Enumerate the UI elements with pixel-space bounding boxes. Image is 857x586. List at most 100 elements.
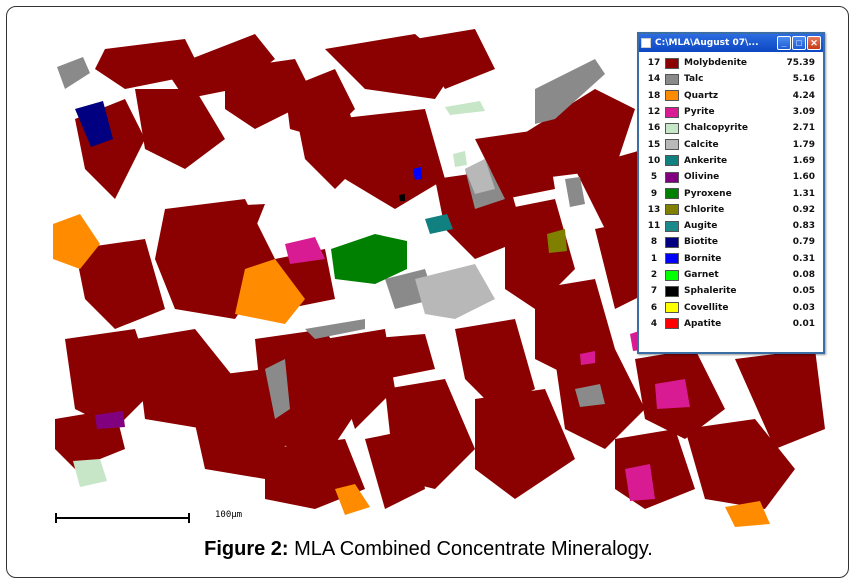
mineral-id: 1 — [650, 253, 658, 264]
color-swatch — [665, 204, 679, 216]
mineral-id: 9 — [650, 188, 658, 199]
mineral-id: 8 — [650, 237, 658, 248]
legend-row[interactable]: 12 Pyrite 3.09 — [643, 104, 819, 120]
mineral-name: Pyroxene — [684, 188, 732, 199]
mineral-id: 14 — [647, 74, 661, 85]
legend-list: 17 Molybdenite 75.39 14 Talc 5.16 18 Quartz 4.24… — [639, 52, 823, 332]
color-swatch — [665, 188, 679, 200]
mineral-id: 12 — [647, 107, 661, 118]
mineral-percent: 2.71 — [792, 123, 815, 134]
mineral-name: Chalcopyrite — [684, 123, 748, 134]
scale-bar — [55, 513, 190, 523]
color-swatch — [665, 285, 679, 297]
mineral-percent: 4.24 — [792, 90, 815, 101]
mineral-percent: 75.39 — [786, 58, 815, 69]
mineral-id: 16 — [647, 123, 661, 134]
mineral-id: 6 — [650, 302, 658, 313]
legend-row[interactable]: 11 Augite 0.83 — [643, 218, 819, 234]
mineral-name: Quartz — [684, 90, 719, 101]
mineral-percent: 0.01 — [792, 318, 815, 329]
mineral-name: Augite — [684, 221, 718, 232]
window-icon — [641, 38, 651, 48]
legend-row[interactable]: 18 Quartz 4.24 — [643, 88, 819, 104]
legend-row[interactable]: 8 Biotite 0.79 — [643, 234, 819, 250]
mineral-percent: 0.92 — [792, 204, 815, 215]
mineral-percent: 0.05 — [792, 286, 815, 297]
legend-row[interactable]: 7 Sphalerite 0.05 — [643, 283, 819, 299]
mineral-id: 17 — [647, 58, 661, 69]
mineral-id: 13 — [647, 204, 661, 215]
scale-label: 100μm — [215, 510, 243, 520]
minimize-button[interactable]: _ — [777, 36, 791, 50]
maximize-button[interactable]: □ — [792, 36, 806, 50]
mineral-percent: 1.69 — [792, 155, 815, 166]
legend-row[interactable]: 6 Covellite 0.03 — [643, 299, 819, 315]
color-swatch — [665, 122, 679, 134]
mineral-name: Apatite — [684, 318, 722, 329]
mineral-name: Olivine — [684, 172, 720, 183]
mineral-name: Molybdenite — [684, 58, 747, 69]
color-swatch — [665, 57, 679, 69]
mineral-id: 10 — [647, 155, 661, 166]
legend-row[interactable]: 9 Pyroxene 1.31 — [643, 185, 819, 201]
mineral-percent: 1.60 — [792, 172, 815, 183]
legend-row[interactable]: 15 Calcite 1.79 — [643, 136, 819, 152]
mineral-name: Garnet — [684, 270, 719, 280]
mineral-id: 5 — [650, 172, 658, 183]
mineral-name: Ankerite — [684, 155, 728, 166]
mineral-name: Bornite — [684, 253, 722, 264]
legend-window-title: C:\MLA\August 07\... — [655, 38, 759, 48]
mineral-id: 15 — [647, 139, 661, 150]
mineral-name: Covellite — [684, 302, 729, 313]
mineral-percent: 0.31 — [792, 253, 815, 264]
mineral-id: 2 — [650, 270, 658, 280]
legend-row[interactable]: 1 Bornite 0.31 — [643, 251, 819, 267]
legend-row[interactable]: 10 Ankerite 1.69 — [643, 153, 819, 169]
legend-window[interactable]: C:\MLA\August 07\... _ □ ✕ 17 Molybdenite… — [637, 32, 825, 354]
close-button[interactable]: ✕ — [807, 36, 821, 50]
mineral-percent: 5.16 — [792, 74, 815, 85]
legend-row[interactable]: 13 Chlorite 0.92 — [643, 202, 819, 218]
color-swatch — [665, 318, 679, 330]
caption-text: MLA Combined Concentrate Mineralogy. — [288, 538, 653, 560]
caption-label: Figure 2: — [204, 538, 289, 560]
mineral-name: Chlorite — [684, 204, 725, 215]
mineral-particles — [53, 29, 825, 527]
mineral-id: 18 — [647, 90, 661, 101]
mineral-percent: 0.83 — [792, 221, 815, 232]
legend-row[interactable]: 4 Apatite 0.01 — [643, 316, 819, 332]
color-swatch — [665, 220, 679, 232]
legend-row[interactable]: 5 Olivine 1.60 — [643, 169, 819, 185]
color-swatch — [665, 302, 679, 314]
figure-caption: Figure 2: MLA Combined Concentrate Miner… — [0, 538, 857, 561]
legend-row[interactable]: 14 Talc 5.16 — [643, 71, 819, 87]
color-swatch — [665, 155, 679, 167]
color-swatch — [665, 90, 679, 102]
legend-row[interactable]: 16 Chalcopyrite 2.71 — [643, 120, 819, 136]
color-swatch — [665, 106, 679, 118]
legend-row[interactable]: 2 Garnet 0.08 — [643, 267, 819, 283]
mineral-percent: 0.03 — [792, 302, 815, 313]
color-swatch — [665, 73, 679, 85]
mineral-name: Sphalerite — [684, 286, 737, 297]
mineral-percent: 0.79 — [792, 237, 815, 248]
legend-row[interactable]: 17 Molybdenite 75.39 — [643, 55, 819, 71]
mineral-percent: 3.09 — [792, 107, 815, 118]
mineral-name: Pyrite — [684, 107, 715, 118]
color-swatch — [665, 139, 679, 151]
mineral-name: Talc — [684, 74, 704, 85]
mineral-id: 7 — [650, 286, 658, 297]
color-swatch — [665, 236, 679, 248]
color-swatch — [665, 171, 679, 183]
mineral-map-image — [35, 29, 835, 529]
mineral-name: Calcite — [684, 139, 719, 150]
mineral-id: 4 — [650, 318, 658, 329]
legend-titlebar[interactable]: C:\MLA\August 07\... _ □ ✕ — [639, 34, 823, 52]
mineral-id: 11 — [647, 221, 661, 232]
mineral-percent: 1.31 — [792, 188, 815, 199]
mineral-name: Biotite — [684, 237, 718, 248]
mineral-percent: 0.08 — [792, 270, 815, 280]
color-swatch — [665, 269, 679, 281]
color-swatch — [665, 253, 679, 265]
mineral-percent: 1.79 — [792, 139, 815, 150]
